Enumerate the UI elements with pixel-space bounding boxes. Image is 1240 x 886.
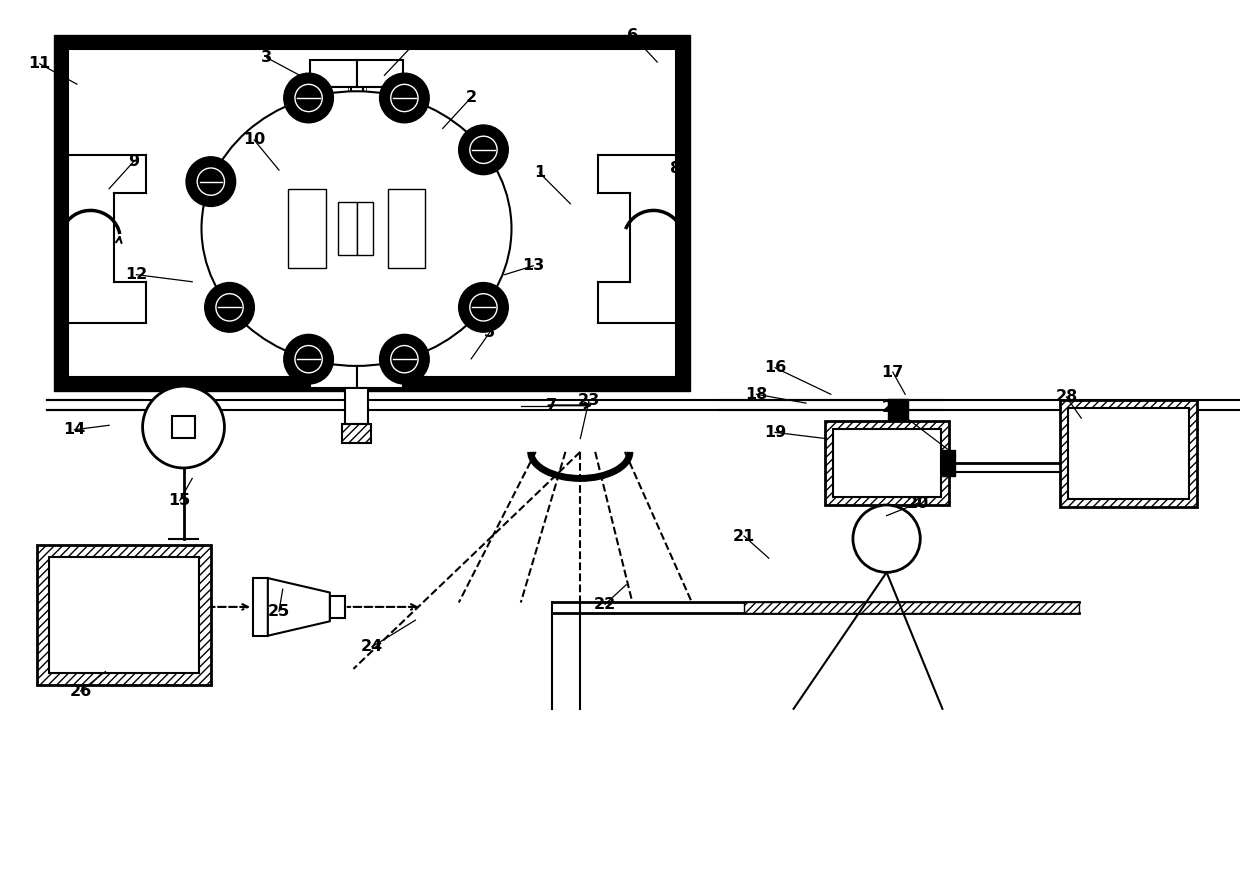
Circle shape (284, 74, 334, 123)
Bar (50, 557, 198, 672)
Text: 8: 8 (671, 161, 681, 175)
Text: 18: 18 (745, 387, 768, 401)
Circle shape (186, 157, 236, 206)
Text: 14: 14 (63, 423, 86, 437)
Bar (310, 361, 357, 388)
Text: 25: 25 (268, 604, 290, 618)
Circle shape (143, 386, 224, 468)
Circle shape (391, 346, 418, 373)
Circle shape (379, 74, 429, 123)
Text: 24: 24 (361, 640, 383, 654)
Text: 12: 12 (125, 268, 148, 282)
Bar (357, 60, 403, 87)
Bar (1060, 400, 1197, 507)
Bar (744, 602, 1079, 613)
Text: 23: 23 (578, 393, 600, 408)
Text: 19: 19 (764, 425, 786, 439)
Text: 4: 4 (410, 35, 420, 50)
Bar (55, 35, 689, 391)
Text: 9: 9 (129, 154, 139, 168)
Ellipse shape (201, 91, 511, 366)
Bar (37, 545, 211, 685)
Text: 27: 27 (882, 400, 904, 415)
Text: 10: 10 (243, 133, 265, 147)
Bar (342, 424, 371, 443)
Circle shape (459, 125, 508, 175)
Text: 11: 11 (29, 57, 51, 71)
Circle shape (853, 505, 920, 572)
Bar (942, 450, 955, 477)
Text: 20: 20 (906, 496, 929, 510)
Text: 22: 22 (594, 597, 616, 611)
Bar (68, 49, 676, 377)
Circle shape (379, 334, 429, 384)
Bar (337, 202, 357, 255)
Circle shape (295, 84, 322, 112)
Circle shape (216, 294, 243, 321)
Text: 1: 1 (534, 166, 544, 180)
Bar (330, 596, 345, 618)
Text: 2: 2 (466, 90, 476, 105)
Bar (387, 189, 424, 268)
Polygon shape (268, 579, 330, 636)
Circle shape (197, 168, 224, 195)
Bar (825, 421, 949, 505)
Bar (888, 399, 908, 421)
Text: 28: 28 (1055, 390, 1078, 404)
Bar (310, 60, 357, 87)
Bar (357, 202, 372, 255)
Bar (363, 87, 397, 361)
Bar (345, 388, 367, 424)
Text: 17: 17 (882, 365, 904, 379)
Circle shape (295, 346, 322, 373)
Text: 3: 3 (262, 51, 272, 65)
Bar (172, 416, 195, 439)
Text: 16: 16 (764, 361, 786, 375)
Circle shape (470, 294, 497, 321)
Text: 7: 7 (547, 399, 557, 413)
Text: 15: 15 (169, 494, 191, 508)
Text: 26: 26 (69, 684, 92, 698)
Bar (357, 361, 403, 388)
Text: 6: 6 (627, 28, 637, 43)
Text: 21: 21 (733, 529, 755, 543)
Bar (253, 579, 268, 636)
Circle shape (459, 283, 508, 332)
Circle shape (205, 283, 254, 332)
Text: 13: 13 (522, 259, 544, 273)
Circle shape (284, 334, 334, 384)
Bar (288, 189, 325, 268)
Bar (832, 429, 941, 497)
Circle shape (391, 84, 418, 112)
Circle shape (470, 136, 497, 163)
Bar (316, 87, 351, 361)
Text: 5: 5 (485, 325, 495, 339)
Bar (1068, 408, 1189, 499)
